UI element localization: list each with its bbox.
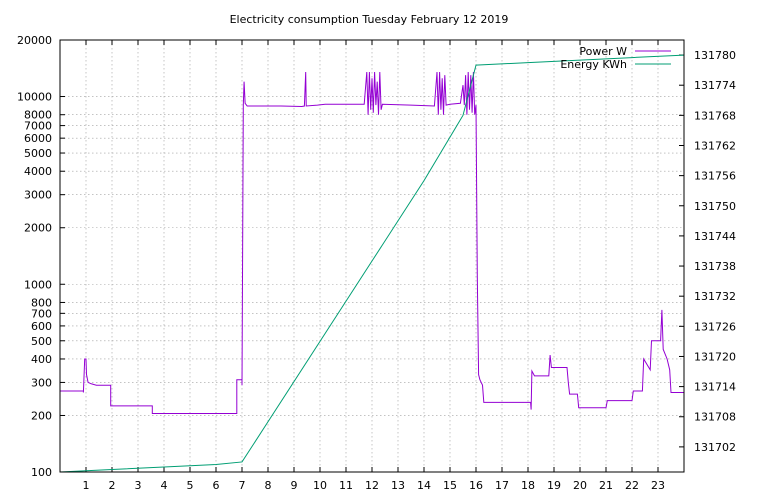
x-tick-label: 13 [391,479,405,492]
y-right-tick-label: 131714 [694,381,736,394]
y-left-tick-label: 10000 [17,91,52,104]
y-left-tick-label: 400 [31,353,52,366]
x-tick-label: 1 [83,479,90,492]
plot-frame [59,39,685,473]
y-right-tick-label: 131780 [694,49,736,62]
x-tick-label: 23 [651,479,665,492]
x-tick-label: 14 [417,479,431,492]
legend-label-energy: Energy KWh [560,58,627,71]
x-tick-label: 5 [187,479,194,492]
y-right-tick-label: 131774 [694,79,736,92]
x-tick-label: 3 [135,479,142,492]
x-tick-label: 7 [239,479,246,492]
y-left-tick-label: 600 [31,320,52,333]
y-right-tick-label: 131726 [694,320,736,333]
y-left-tick-label: 6000 [24,132,52,145]
legend-label-power: Power W [579,45,627,58]
y-right-tick-label: 131768 [694,109,736,122]
y-right-tick-label: 131744 [694,230,736,243]
x-tick-label: 10 [313,479,327,492]
x-tick-label: 17 [495,479,509,492]
y-left-tick-label: 500 [31,335,52,348]
y-right-tick-label: 131720 [694,350,736,363]
y-left-tick-label: 100 [31,466,52,479]
x-tick-label: 6 [213,479,220,492]
x-tick-label: 4 [161,479,168,492]
y-left-tick-label: 800 [31,296,52,309]
y-right-tick-label: 131708 [694,411,736,424]
y-right-tick-label: 131762 [694,139,736,152]
series [59,54,685,473]
x-tick-label: 21 [599,479,613,492]
y-left-tick-label: 4000 [24,165,52,178]
x-tick-label: 2 [109,479,116,492]
y-right-tick-label: 131702 [694,441,736,454]
y-left-tick-label: 1000 [24,278,52,291]
y-left-tick-label: 3000 [24,189,52,202]
series-line-energy-kwh [59,54,685,473]
chart-title: Electricity consumption Tuesday February… [230,13,509,26]
y-right-tick-label: 131756 [694,170,736,183]
y-right-tick-label: 131738 [694,260,736,273]
y-right-tick-label: 131732 [694,290,736,303]
x-tick-label: 19 [547,479,561,492]
x-tick-label: 16 [469,479,483,492]
y-left-tick-label: 700 [31,307,52,320]
y-left-tick-label: 5000 [24,147,52,160]
x-tick-label: 8 [265,479,272,492]
x-tick-label: 18 [521,479,535,492]
x-tick-label: 11 [339,479,353,492]
grid [60,40,684,472]
x-tick-label: 15 [443,479,457,492]
y-left-tick-label: 300 [31,376,52,389]
y-left-tick-label: 8000 [24,109,52,122]
x-tick-label: 20 [573,479,587,492]
x-tick-label: 9 [291,479,298,492]
legend: Power W Energy KWh [560,45,671,71]
axes: 1 2 3 4 5 6 7 8 9 10 11 12 13 14 15 16 17 18 19 20 21 22 23100… [17,34,736,492]
y-left-tick-label: 20000 [17,34,52,47]
y-left-tick-label: 200 [31,409,52,422]
y-left-tick-label: 2000 [24,222,52,235]
x-tick-label: 22 [625,479,639,492]
series-line-power-w [60,72,684,414]
x-tick-label: 12 [365,479,379,492]
y-left-tick-label: 7000 [24,120,52,133]
y-right-tick-label: 131750 [694,200,736,213]
